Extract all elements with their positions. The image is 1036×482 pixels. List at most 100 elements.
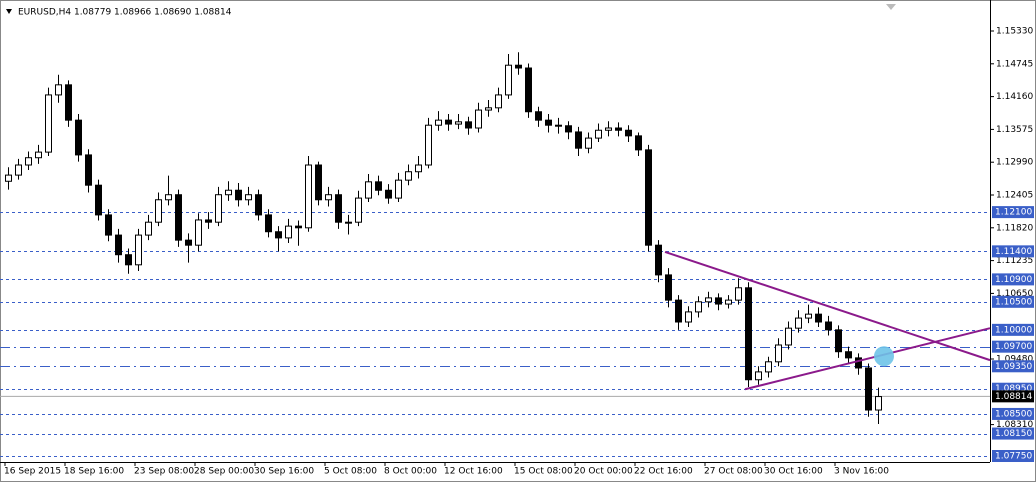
- candle-body: [115, 234, 122, 256]
- trendline: [744, 327, 991, 391]
- y-tick-label: 1.10650: [996, 289, 1033, 299]
- candle-body: [695, 301, 702, 313]
- y-tick-label: 1.11235: [996, 256, 1033, 266]
- y-tick-label: 1.14745: [996, 59, 1033, 69]
- x-tick-label: 20 Oct 00:00: [574, 467, 633, 477]
- candle-body: [705, 297, 712, 303]
- x-tick-label: 28 Sep 00:00: [194, 467, 254, 477]
- candle-body: [95, 184, 102, 216]
- candle-body: [735, 287, 742, 301]
- candle-body: [855, 357, 862, 369]
- x-tick-label: 23 Sep 08:00: [134, 467, 194, 477]
- candle-body: [785, 327, 792, 346]
- candle-body: [255, 194, 262, 216]
- candle-body: [595, 129, 602, 139]
- candle-body: [25, 157, 32, 166]
- candle-body: [635, 135, 642, 151]
- level-label-box: [992, 206, 1034, 219]
- candle-body: [495, 94, 502, 109]
- marker: [874, 346, 894, 367]
- candle-body: [545, 119, 552, 126]
- level-label-box: [992, 407, 1034, 420]
- candle-body: [875, 396, 882, 411]
- level-label: 1.08950: [995, 384, 1032, 394]
- candle-body: [335, 194, 342, 223]
- candle-body: [515, 64, 522, 69]
- candle-body: [265, 214, 272, 233]
- candle-body: [665, 274, 672, 301]
- candle-body: [835, 329, 842, 353]
- menu-arrow[interactable]: [6, 9, 12, 14]
- level-label-box: [992, 273, 1034, 286]
- candle-body: [365, 181, 372, 199]
- candle-body: [555, 124, 562, 127]
- level-label-box: [992, 360, 1034, 373]
- candle-body: [585, 137, 592, 149]
- candle-body: [825, 321, 832, 331]
- candle-body: [355, 197, 362, 223]
- x-tick-label: 30 Sep 16:00: [254, 467, 314, 477]
- candle-body: [65, 84, 72, 121]
- candle-body: [715, 297, 722, 305]
- candle-body: [145, 221, 152, 236]
- y-tick-label: 1.08310: [996, 420, 1033, 430]
- candle-body: [605, 127, 612, 131]
- candle-body: [105, 214, 112, 236]
- y-tick-label: 1.15330: [996, 27, 1033, 37]
- y-tick-label: 1.11820: [996, 223, 1033, 233]
- candle-body: [285, 225, 292, 239]
- x-tick-label: 5 Oct 08:00: [324, 467, 377, 477]
- candle-body: [525, 67, 532, 113]
- candle-body: [775, 344, 782, 363]
- candle-body: [865, 367, 872, 411]
- level-label-box: [992, 340, 1034, 353]
- x-tick-label: 15 Oct 08:00: [514, 467, 573, 477]
- candle-body: [85, 154, 92, 186]
- candle-body: [395, 179, 402, 199]
- candle-body: [615, 127, 622, 131]
- candle-body: [55, 84, 62, 96]
- level-label: 1.10500: [995, 297, 1032, 307]
- candle-body: [625, 129, 632, 137]
- candle-body: [75, 119, 82, 156]
- level-label: 1.12100: [995, 208, 1032, 218]
- candle-body: [225, 189, 232, 196]
- x-tick-label: 22 Oct 16:00: [634, 467, 693, 477]
- candle-body: [765, 361, 772, 373]
- candle-body: [165, 194, 172, 201]
- last-price-box: [992, 390, 1034, 403]
- candle-body: [155, 199, 162, 223]
- x-tick-label: 12 Oct 16:00: [444, 467, 503, 477]
- level-label: 1.11400: [995, 247, 1032, 257]
- candle-body: [235, 189, 242, 201]
- x-tick-label: 30 Oct 16:00: [764, 467, 823, 477]
- candle-body: [445, 119, 452, 125]
- candle-body: [375, 181, 382, 191]
- candle-body: [755, 371, 762, 381]
- candle-body: [565, 125, 572, 133]
- y-tick-label: 1.13575: [996, 125, 1033, 135]
- candle-body: [385, 189, 392, 199]
- candle-body: [645, 149, 652, 246]
- level-label: 1.10000: [995, 325, 1032, 335]
- candle-body: [295, 225, 302, 229]
- candle-body: [485, 107, 492, 111]
- candle-body: [805, 313, 812, 319]
- candle-body: [195, 219, 202, 246]
- x-tick-label: 16 Sep 2015: [4, 467, 61, 477]
- level-label: 1.10900: [995, 275, 1032, 285]
- candle-body: [475, 109, 482, 129]
- level-label-box: [992, 450, 1034, 463]
- candle-body: [745, 287, 752, 381]
- candle-body: [35, 151, 42, 159]
- candle-body: [275, 231, 282, 239]
- candle-body: [535, 111, 542, 121]
- candle-body: [685, 311, 692, 323]
- candle-body: [845, 351, 852, 359]
- scroll-icon[interactable]: [886, 4, 896, 10]
- candle-body: [455, 121, 462, 125]
- candle-body: [725, 299, 732, 305]
- level-label: 1.09350: [995, 362, 1032, 372]
